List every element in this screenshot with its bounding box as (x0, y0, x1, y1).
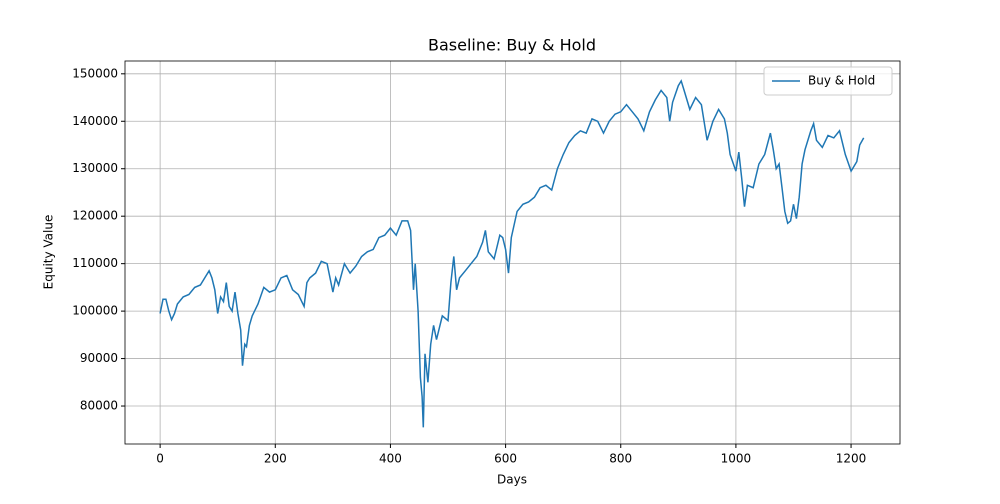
x-tick-label: 800 (609, 452, 632, 466)
y-tick-label: 140000 (72, 114, 118, 128)
x-tick-label: 400 (379, 452, 402, 466)
y-tick-label: 80000 (80, 399, 118, 413)
x-tick-label: 1200 (836, 452, 867, 466)
y-axis-label: Equity Value (42, 215, 56, 290)
x-axis-label: Days (497, 473, 527, 487)
legend-label: Buy & Hold (808, 74, 875, 88)
plot-frame (124, 60, 901, 445)
x-tick-label: 600 (494, 452, 517, 466)
y-tick-label: 110000 (72, 256, 118, 270)
y-tick-label: 150000 (72, 66, 118, 80)
x-tick-label: 200 (264, 452, 287, 466)
y-tick-label: 100000 (72, 304, 118, 318)
x-tick-label: 1000 (721, 452, 752, 466)
y-tick-label: 90000 (80, 351, 118, 365)
x-tick-label: 0 (156, 452, 164, 466)
chart-title: Baseline: Buy & Hold (428, 36, 596, 55)
y-tick-label: 120000 (72, 209, 118, 223)
legend-box (763, 66, 893, 96)
y-tick-label: 130000 (72, 161, 118, 175)
data-line (159, 79, 865, 428)
